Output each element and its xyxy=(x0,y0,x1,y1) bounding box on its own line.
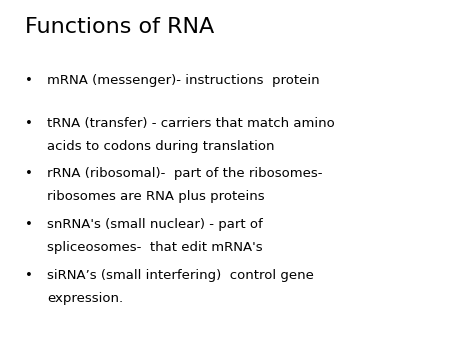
Text: •: • xyxy=(25,218,32,231)
Text: siRNA’s (small interfering)  control gene: siRNA’s (small interfering) control gene xyxy=(47,269,314,282)
Text: expression.: expression. xyxy=(47,292,123,305)
Text: ribosomes are RNA plus proteins: ribosomes are RNA plus proteins xyxy=(47,190,265,203)
Text: rRNA (ribosomal)-  part of the ribosomes-: rRNA (ribosomal)- part of the ribosomes- xyxy=(47,167,323,180)
Text: Functions of RNA: Functions of RNA xyxy=(25,17,214,37)
Text: •: • xyxy=(25,74,32,87)
Text: •: • xyxy=(25,117,32,129)
Text: tRNA (transfer) - carriers that match amino: tRNA (transfer) - carriers that match am… xyxy=(47,117,335,129)
Text: spliceosomes-  that edit mRNA's: spliceosomes- that edit mRNA's xyxy=(47,241,263,254)
Text: acids to codons during translation: acids to codons during translation xyxy=(47,140,275,152)
Text: mRNA (messenger)- instructions  protein: mRNA (messenger)- instructions protein xyxy=(47,74,320,87)
Text: snRNA's (small nuclear) - part of: snRNA's (small nuclear) - part of xyxy=(47,218,263,231)
Text: •: • xyxy=(25,167,32,180)
Text: •: • xyxy=(25,269,32,282)
